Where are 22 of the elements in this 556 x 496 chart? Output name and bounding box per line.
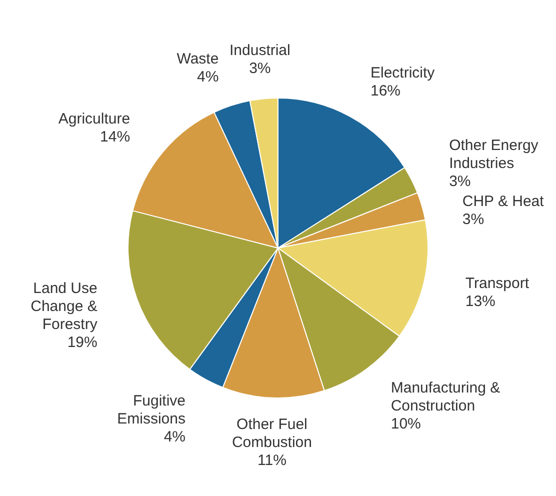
slice-label: CHP & Heat — [462, 192, 545, 210]
data-label: 10% — [390, 415, 421, 432]
data-label: 16% — [370, 82, 401, 100]
data-label: 3% — [449, 172, 471, 190]
data-label: 3% — [249, 60, 271, 77]
slice-label: Waste — [176, 50, 219, 68]
slice-label: Electricity — [370, 64, 436, 82]
data-label: 19% — [67, 334, 98, 352]
slice-label: Land Use Change & Forestry — [30, 280, 98, 334]
slice-label: Other Fuel Combustion — [232, 416, 312, 451]
data-label: 4% — [164, 428, 186, 446]
slice-label: Agriculture — [58, 110, 130, 128]
slice-label: Manufacturing & Construction — [390, 379, 500, 414]
slice-label: Industrial — [229, 42, 290, 59]
slice-label: Transport — [465, 274, 530, 292]
data-label: 3% — [462, 210, 484, 228]
data-label: 13% — [465, 292, 496, 310]
slice-label: Fugitive Emissions — [117, 392, 186, 428]
slice-label: Other Energy Industries — [449, 136, 539, 172]
data-label: 4% — [196, 68, 219, 86]
data-label: 14% — [100, 128, 130, 146]
data-label: 11% — [258, 452, 286, 469]
